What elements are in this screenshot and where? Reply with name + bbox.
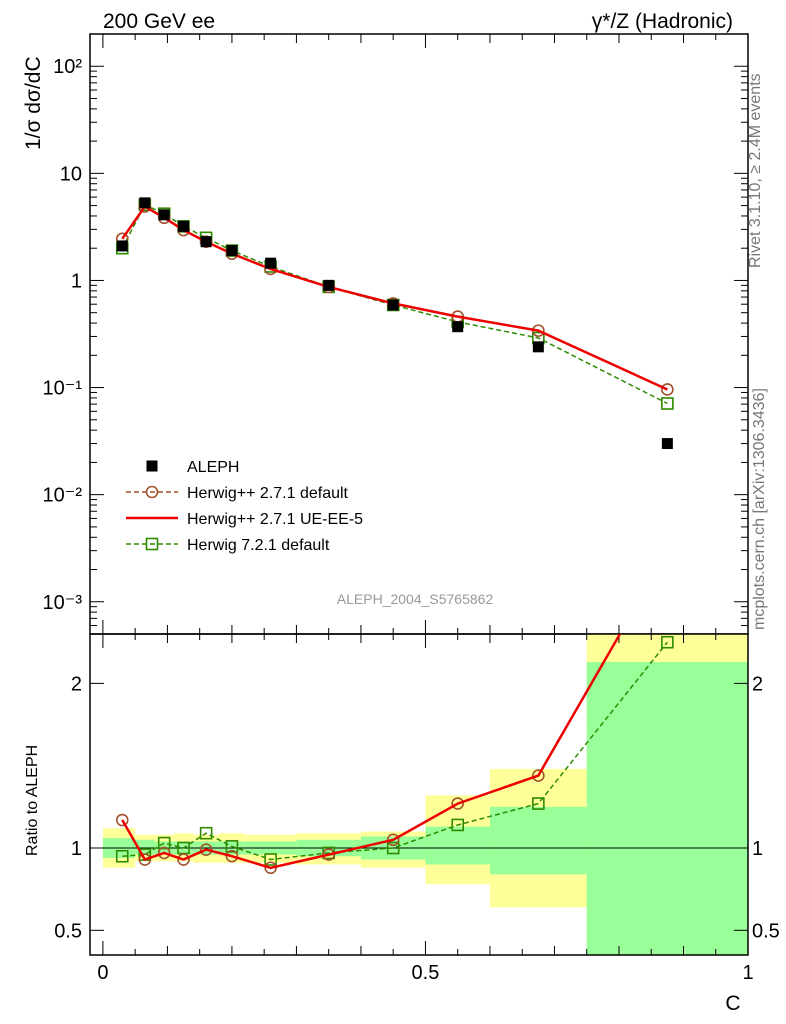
ratio-herwig-2-7-1-default-point: [157, 846, 171, 860]
ratio-herwig-7-2-1-default-point: [386, 841, 400, 855]
band-stat-bin: [489, 806, 587, 875]
legend-label: Herwig++ 2.7.1 UE-EE-5: [187, 511, 363, 528]
x-tick-label: 1: [742, 962, 753, 984]
main-aleph-point: [116, 240, 128, 252]
main-aleph-point: [139, 197, 151, 209]
y-tick-label: 10⁻³: [43, 592, 83, 614]
mcplots-label: mcplots.cern.ch [arXiv:1306.3436]: [751, 388, 768, 630]
ratio-herwig-7-2-1-default-line: [122, 641, 668, 861]
main-aleph-point: [178, 220, 190, 232]
header-left: 200 GeV ee: [103, 10, 215, 33]
y-tick-label: 10⁻¹: [43, 378, 83, 400]
legend: ALEPH Herwig++ 2.7.1 default Herwig++ 2.7.…: [126, 459, 363, 554]
ratio-herwig-7-2-1-default-point: [225, 840, 239, 853]
ratio-herwig-2-7-1-default-point: [177, 853, 190, 866]
ratio-herwig-7-2-1-default-point: [115, 849, 129, 863]
ratio-y-tick-label-right: 0.5: [752, 920, 780, 942]
main-aleph-point: [323, 279, 335, 291]
main-plot: 10⁻³ 10⁻² 10⁻¹ 1 10 10²: [43, 33, 749, 635]
main-aleph-point: [661, 438, 673, 450]
main-aleph-point: [452, 321, 464, 333]
legend-marker: [145, 485, 159, 499]
main-aleph-point: [200, 236, 212, 248]
ratio-y-tick-label: 1: [71, 838, 82, 860]
legend-marker: [145, 537, 159, 551]
ratio-herwig-7-2-1-default-point: [264, 853, 277, 866]
main-aleph-point: [387, 299, 399, 311]
main-herwig-2-7-1-default-point: [661, 383, 674, 396]
x-tick-label: 0: [97, 962, 108, 984]
ratio-y-tick-label: 0.5: [54, 920, 82, 942]
ratio-herwig-7-2-1-default-point: [199, 826, 213, 840]
main-ylabel: 1/σ dσ/dC: [22, 56, 45, 150]
ratio-herwig-2-7-1-default-point: [451, 797, 465, 810]
ratio-herwig-7-2-1-default-point: [157, 836, 171, 850]
legend-marker: [146, 460, 158, 472]
ratio-herwig-2-7-1-default-point: [199, 843, 213, 856]
y-tick-label: 10: [60, 163, 82, 185]
main-aleph-point: [265, 257, 277, 269]
x-tick-label: 0.5: [412, 962, 440, 984]
y-tick-label: 1: [71, 270, 82, 292]
legend-label: ALEPH: [187, 459, 239, 476]
ratio-plot: 0 0.5 1 0.5 0.5 1 1 2 2: [54, 633, 780, 984]
legend-label: Herwig++ 2.7.1 default: [187, 485, 349, 502]
analysis-id: ALEPH_2004_S5765862: [337, 591, 494, 607]
header-right: γ*/Z (Hadronic): [592, 10, 733, 33]
ratio-frame: [89, 633, 749, 956]
ratio-herwig-7-2-1-default-point: [661, 635, 674, 649]
y-tick-label: 10⁻²: [43, 485, 83, 507]
ratio-herwig-7-2-1-default-point: [532, 797, 545, 810]
ratio-y-tick-label-right: 1: [752, 838, 763, 860]
ratio-herwig-7-2-1-default-point: [451, 818, 465, 832]
main-aleph-point: [226, 245, 238, 257]
ratio-y-tick-label: 2: [71, 673, 82, 695]
legend-label: Herwig 7.2.1 default: [187, 537, 330, 554]
main-aleph-point: [158, 209, 170, 221]
main-herwig-7-2-1-default-point: [661, 397, 674, 410]
ratio-herwig-2-7-1-default-point: [532, 769, 545, 782]
main-aleph-point: [532, 341, 544, 353]
band-stat-bin: [586, 661, 748, 955]
ratio-y-tick-label-right: 2: [752, 673, 763, 695]
ratio-herwig-2-7-1-default-point: [115, 813, 129, 827]
rivet-label: Rivet 3.1.10, ≥ 2.4M events: [747, 73, 764, 268]
x-axis-label: C: [725, 992, 740, 1015]
ratio-ylabel: Ratio to ALEPH: [24, 745, 41, 856]
y-tick-label: 10²: [53, 56, 82, 78]
ratio-herwig-2-7-1-default-point: [138, 853, 152, 866]
ratio-herwig-2-7-1-default-point: [386, 833, 400, 847]
ratio-herwig-2-7-1-default-point: [225, 849, 239, 863]
ratio-herwig-2-7-1-ue-ee-5-line: [121, 634, 622, 870]
